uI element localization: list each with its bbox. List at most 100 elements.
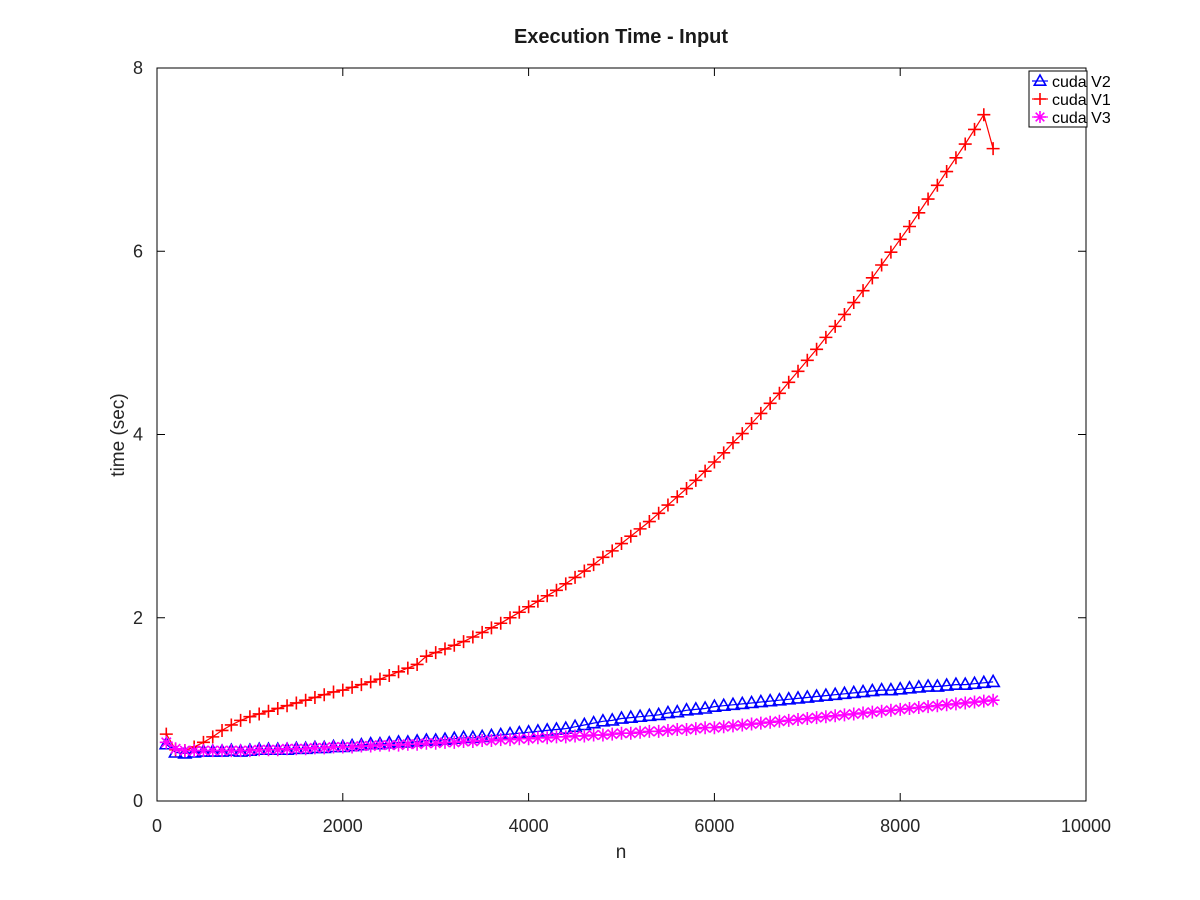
- plus-marker: [299, 693, 313, 707]
- star-marker: [457, 734, 471, 748]
- series-cuda-v3: [159, 693, 1000, 758]
- star-marker: [549, 730, 563, 744]
- plus-marker: [652, 506, 666, 520]
- plus-marker: [587, 558, 601, 572]
- triangle-marker: [929, 678, 945, 692]
- star-marker: [475, 734, 489, 748]
- star-marker: [559, 730, 573, 744]
- star-marker: [503, 733, 517, 747]
- star-marker: [196, 744, 210, 758]
- star-marker: [921, 700, 935, 714]
- plus-marker: [745, 417, 759, 431]
- triangle-marker: [809, 688, 825, 702]
- plus-marker: [819, 330, 833, 344]
- plus-marker: [596, 550, 610, 564]
- star-marker: [800, 712, 814, 726]
- star-marker: [373, 738, 387, 752]
- star-marker: [680, 723, 694, 737]
- x-axis-label: n: [616, 842, 627, 863]
- star-marker: [364, 739, 378, 753]
- triangle-marker: [669, 703, 685, 718]
- plus-marker: [364, 675, 378, 689]
- star-marker: [354, 739, 368, 753]
- plot-frame: [156, 67, 1087, 802]
- triangle-marker: [595, 713, 611, 727]
- plus-marker: [670, 490, 684, 504]
- star-marker: [345, 740, 359, 754]
- triangle-marker: [976, 674, 992, 689]
- star-marker: [494, 733, 508, 747]
- plus-marker: [800, 353, 814, 367]
- triangle-marker: [688, 701, 704, 715]
- triangle-marker: [660, 704, 676, 719]
- plus-marker: [782, 375, 796, 389]
- star-marker: [968, 695, 982, 709]
- plus-marker: [615, 537, 628, 551]
- triangle-marker: [901, 680, 918, 694]
- plus-marker: [336, 683, 350, 697]
- star-marker: [522, 732, 536, 746]
- triangle-marker: [883, 681, 899, 696]
- plus-marker: [847, 296, 861, 310]
- star-marker: [327, 740, 341, 754]
- series-cuda-v2: [158, 673, 1001, 759]
- star-marker: [159, 735, 173, 749]
- plus-marker: [605, 544, 619, 558]
- triangle-marker: [771, 692, 787, 706]
- plus-marker: [252, 707, 266, 721]
- triangle-marker: [706, 698, 722, 712]
- plus-marker: [447, 638, 461, 652]
- star-marker: [615, 726, 628, 740]
- star-marker: [791, 712, 805, 726]
- plus-marker: [689, 473, 703, 487]
- plus-marker: [317, 688, 331, 702]
- star-marker: [847, 707, 861, 721]
- plus-marker: [968, 122, 982, 136]
- star-marker: [940, 698, 954, 712]
- star-marker: [382, 738, 396, 752]
- triangle-marker: [177, 745, 193, 759]
- series-line: [165, 681, 994, 755]
- chart-title: Execution Time - Input: [514, 26, 728, 48]
- plus-marker: [763, 396, 777, 410]
- plus-marker: [568, 570, 582, 584]
- triangle-marker: [799, 689, 815, 703]
- legend-entry: cuda V2: [1032, 73, 1111, 91]
- plus-marker: [754, 406, 768, 420]
- triangle-marker: [948, 676, 964, 690]
- plus-marker: [234, 713, 248, 727]
- triangle-marker: [697, 700, 713, 714]
- triangle-marker: [911, 679, 927, 693]
- plus-marker: [410, 657, 424, 671]
- plus-marker: [373, 672, 387, 686]
- plus-marker: [642, 515, 656, 529]
- triangle-marker: [836, 685, 852, 700]
- x-tick-label: 8000: [880, 816, 920, 836]
- triangle-marker: [753, 693, 769, 708]
- star-marker: [587, 728, 601, 742]
- star-marker: [410, 737, 424, 751]
- star-marker: [661, 723, 675, 737]
- star-marker: [856, 706, 870, 720]
- star-marker: [819, 710, 833, 724]
- triangle-marker: [957, 676, 973, 690]
- plus-marker: [856, 284, 870, 298]
- plus-marker: [726, 436, 740, 450]
- star-marker: [745, 717, 759, 731]
- star-marker: [317, 741, 331, 755]
- plus-marker: [837, 307, 851, 321]
- star-marker: [243, 744, 257, 758]
- star-marker: [949, 697, 963, 711]
- star-marker: [884, 703, 898, 717]
- triangle-marker: [678, 702, 695, 716]
- star-marker: [986, 693, 1000, 707]
- star-marker: [605, 727, 619, 741]
- triangle-marker: [846, 684, 862, 699]
- plus-marker: [345, 680, 359, 694]
- star-marker: [1034, 111, 1046, 123]
- plus-marker: [912, 206, 926, 220]
- star-marker: [178, 744, 192, 758]
- star-marker: [261, 743, 275, 757]
- star-marker: [670, 723, 684, 737]
- y-tick-label: 0: [133, 791, 143, 811]
